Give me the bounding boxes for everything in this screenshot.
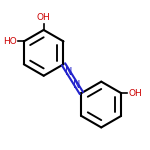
- Text: N: N: [73, 80, 80, 90]
- Text: OH: OH: [128, 89, 142, 98]
- Text: N: N: [65, 67, 72, 77]
- Text: OH: OH: [37, 13, 51, 22]
- Text: HO: HO: [3, 37, 16, 46]
